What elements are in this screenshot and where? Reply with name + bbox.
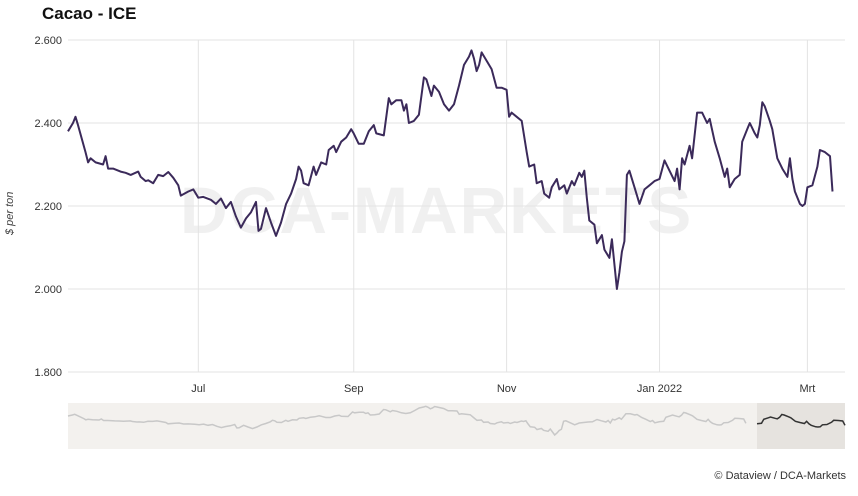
- y-axis-ticks: 1.800 2.000 2.200 2.400 2.600: [34, 35, 62, 379]
- credit-text: © Dataview / DCA-Markets: [714, 470, 846, 482]
- line-chart: 1.800 2.000 2.200 2.400 2.600 Jul Sep Nov Jan 2…: [34, 35, 846, 449]
- navigator-series-line: [67, 405, 747, 437]
- y-tick-label: 1.800: [34, 367, 62, 379]
- navigator-background: [68, 403, 845, 449]
- chart-title: Cacao - ICE: [42, 4, 137, 23]
- y-tick-label: 2.600: [34, 35, 62, 47]
- x-tick-label: Jul: [191, 383, 205, 395]
- navigator-selected-line: [756, 413, 846, 428]
- x-tick-label: Jan 2022: [637, 383, 682, 395]
- y-tick-label: 2.400: [34, 118, 62, 130]
- x-tick-label: Mrt: [799, 383, 815, 395]
- price-series-line: [67, 49, 834, 290]
- y-tick-label: 2.000: [34, 284, 62, 296]
- range-navigator[interactable]: [67, 403, 846, 449]
- grid-lines: [68, 39, 845, 373]
- navigator-selected-range[interactable]: [757, 403, 845, 449]
- x-tick-label: Nov: [497, 383, 517, 395]
- x-axis-ticks: Jul Sep Nov Jan 2022 Mrt: [191, 383, 815, 395]
- y-tick-label: 2.200: [34, 201, 62, 213]
- x-tick-label: Sep: [344, 383, 364, 395]
